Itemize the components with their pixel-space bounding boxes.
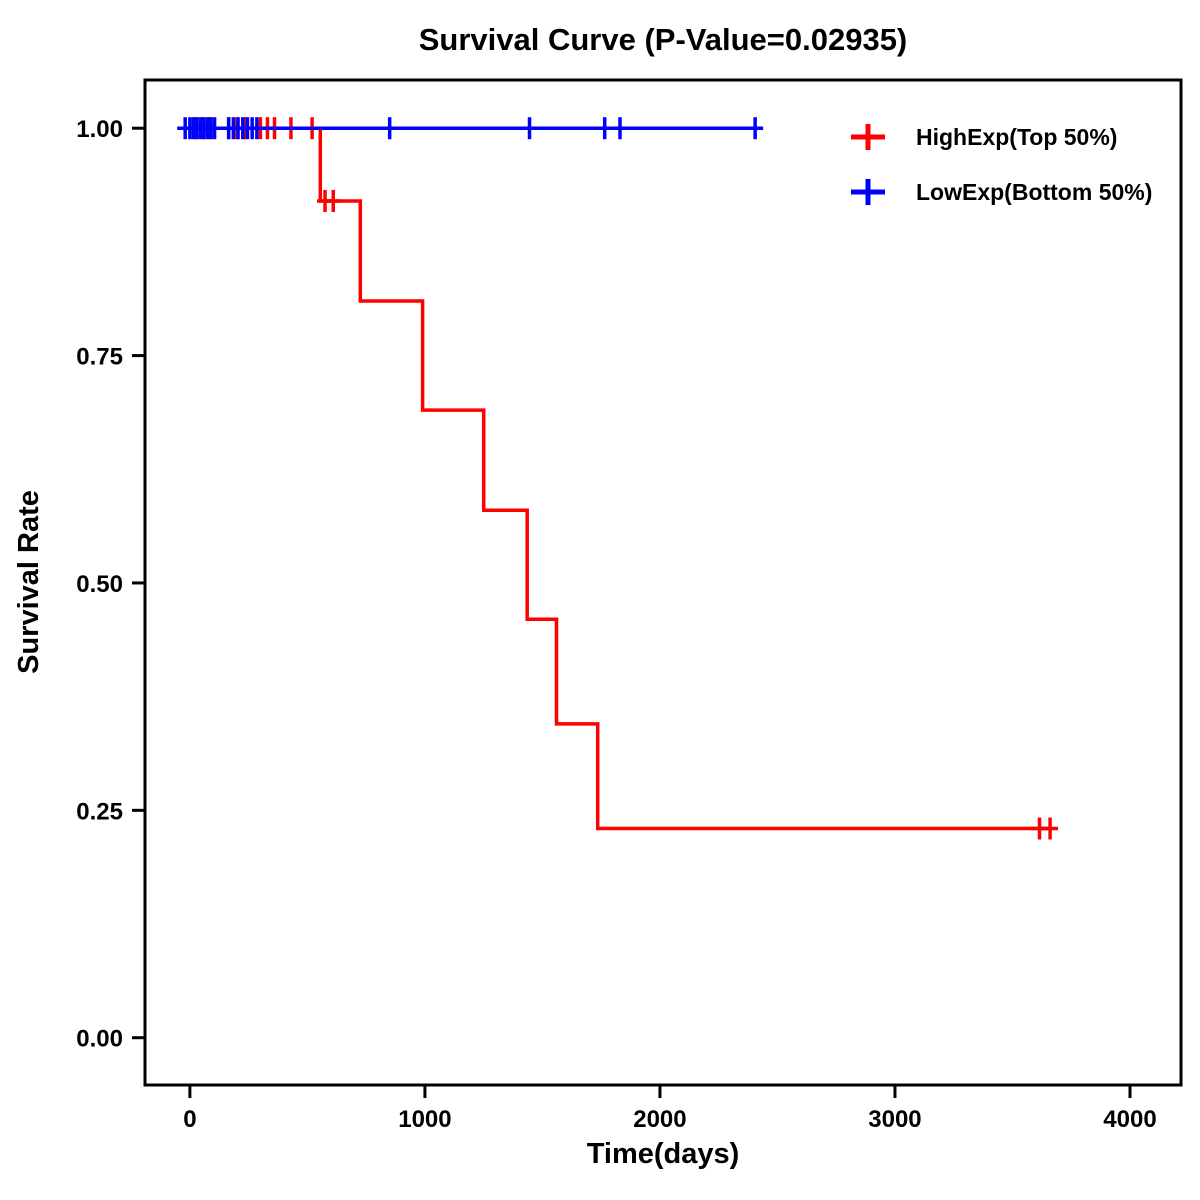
plot-border [143, 78, 1183, 1087]
legend-item-label-1: LowExp(Bottom 50%) [916, 179, 1152, 205]
plot-layer: 0 1000 2000 3000 4000 0.00 0.25 0.50 0.75 1.00 Hig… [76, 78, 1183, 1133]
y-tick-label: 0.00 [76, 1026, 123, 1053]
y-tick-label: 0.25 [76, 798, 123, 825]
y-tick-label: 0.50 [76, 571, 123, 598]
y-tick-label: 0.75 [76, 344, 123, 371]
x-tick-label: 3000 [868, 1106, 921, 1133]
survival-curve-series-0 [189, 126, 1051, 831]
x-tick-label: 1000 [398, 1106, 451, 1133]
x-axis-label: Time(days) [587, 1138, 740, 1170]
x-tick-label: 2000 [633, 1106, 686, 1133]
x-tick-label: 4000 [1103, 1106, 1156, 1133]
y-tick-label: 1.00 [76, 116, 123, 143]
y-axis-label: Survival Rate [13, 490, 45, 674]
x-tick-label: 0 [183, 1106, 196, 1133]
legend-item-label-0: HighExp(Top 50%) [916, 124, 1117, 150]
chart-title: Survival Curve (P-Value=0.02935) [419, 22, 908, 57]
